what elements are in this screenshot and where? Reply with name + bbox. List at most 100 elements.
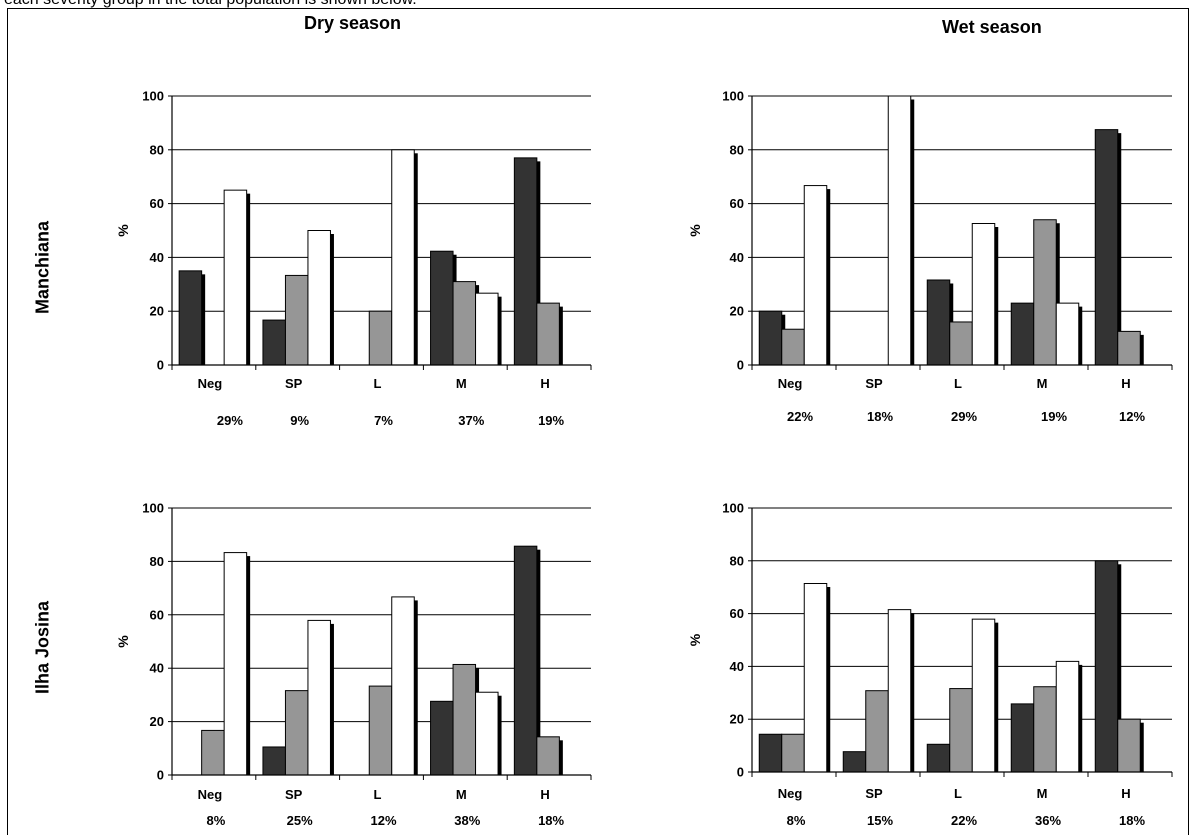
y-tick-label: 0 (157, 768, 164, 783)
bar-neg-series-1 (758, 310, 783, 366)
bar-l-series-1 (926, 279, 951, 366)
bar-sp-series-1 (262, 319, 286, 366)
bar-sp-series-2 (284, 274, 309, 366)
bar-h-series-2 (1117, 718, 1141, 773)
category-percent-label: 7% (374, 413, 393, 428)
bar-m-series-3 (1055, 302, 1080, 366)
x-tick-label: Neg (778, 786, 803, 801)
category-percent-label: 29% (951, 409, 977, 424)
category-percent-label: 19% (1041, 409, 1067, 424)
x-tick-label: Neg (198, 376, 223, 391)
x-tick-label: L (954, 786, 962, 801)
bar-neg-series-3 (223, 552, 248, 776)
category-percent-label: 37% (458, 413, 484, 428)
category-percent-label: 25% (287, 813, 313, 828)
y-tick-label: 100 (722, 501, 744, 516)
x-tick-label: L (954, 376, 962, 391)
bar-l-series-3 (971, 618, 996, 773)
bar-sp-series-3 (307, 230, 331, 366)
x-tick-label: M (1037, 786, 1048, 801)
category-percent-label: 8% (787, 813, 806, 828)
category-percent-label: 12% (1119, 409, 1145, 424)
x-tick-label: Neg (778, 376, 803, 391)
bar-h-series-1 (513, 157, 538, 366)
chart-panel-3: 0 20 40 60 80 100% Neg 8% SP 25% L 12% M 38% H 18% (115, 501, 592, 828)
bar-sp-series-1 (262, 746, 286, 776)
bar-neg-series-2 (781, 328, 805, 366)
y-axis-title: % (115, 224, 131, 237)
y-tick-label: 60 (150, 196, 164, 211)
bar-sp-series-2 (284, 690, 309, 776)
bar-sp-series-3 (307, 619, 331, 776)
bar-neg-series-3 (803, 185, 828, 366)
bar-neg-series-2 (201, 729, 225, 776)
y-tick-label: 100 (142, 501, 164, 516)
bar-m-series-2 (452, 281, 477, 366)
bar-neg-series-2 (781, 733, 805, 773)
x-tick-label: M (1037, 376, 1048, 391)
bar-h-series-2 (1117, 330, 1141, 366)
bar-neg-series-1 (758, 733, 783, 773)
bar-h-series-1 (513, 545, 538, 776)
bar-m-series-1 (1010, 703, 1035, 773)
y-tick-label: 80 (150, 142, 164, 157)
x-tick-label: SP (285, 787, 303, 802)
bar-l-series-2 (368, 310, 393, 366)
figure-caption: each severity group in the total populat… (4, 0, 417, 9)
x-tick-label: SP (865, 376, 883, 391)
y-tick-label: 60 (730, 196, 744, 211)
y-tick-label: 40 (150, 661, 164, 676)
bar-sp-series-1 (842, 751, 867, 773)
y-tick-label: 80 (150, 554, 164, 569)
bar-sp-series-3 (887, 609, 912, 773)
category-percent-label: 9% (290, 413, 309, 428)
bar-l-series-2 (949, 321, 973, 366)
y-tick-label: 100 (142, 89, 164, 104)
y-tick-label: 0 (737, 358, 744, 373)
x-tick-label: M (456, 376, 467, 391)
bar-h-series-2 (536, 736, 560, 776)
bar-sp-series-2 (865, 690, 889, 773)
bar-l-series-1 (926, 743, 951, 773)
y-tick-label: 80 (730, 142, 744, 157)
bar-neg-series-1 (178, 270, 203, 366)
bar-m-series-2 (1033, 686, 1057, 773)
x-tick-label: H (540, 376, 549, 391)
x-tick-label: H (1121, 786, 1130, 801)
x-tick-label: H (540, 787, 549, 802)
x-tick-label: Neg (198, 787, 223, 802)
y-tick-label: 0 (737, 765, 744, 780)
bar-m-series-1 (1010, 302, 1035, 366)
bar-l-series-2 (368, 685, 393, 776)
x-tick-label: L (374, 787, 382, 802)
category-percent-label: 38% (454, 813, 480, 828)
y-tick-label: 40 (150, 250, 164, 265)
bar-m-series-3 (1055, 660, 1080, 773)
bar-sp-series-3 (887, 95, 912, 366)
y-tick-label: 20 (150, 714, 164, 729)
bar-h-series-1 (1094, 560, 1119, 773)
chart-panel-1: 0 20 40 60 80 100% Neg 29% SP 9% L 7% M 37% H 19% (115, 89, 592, 428)
x-tick-label: M (456, 787, 467, 802)
category-percent-label: 12% (370, 813, 396, 828)
bar-h-series-2 (536, 302, 560, 366)
bar-m-series-2 (1033, 219, 1057, 366)
y-tick-label: 80 (730, 553, 744, 568)
category-percent-label: 36% (1035, 813, 1061, 828)
y-axis-title: % (687, 633, 703, 646)
bar-m-series-2 (452, 663, 477, 776)
category-percent-label: 22% (787, 409, 813, 424)
category-percent-label: 18% (538, 813, 564, 828)
y-tick-label: 0 (157, 358, 164, 373)
bar-l-series-3 (391, 596, 415, 776)
title-wet-season: Wet season (942, 17, 1042, 37)
x-tick-label: SP (285, 376, 303, 391)
category-percent-label: 29% (217, 413, 243, 428)
y-axis-title: % (115, 635, 131, 648)
title-dry-season: Dry season (304, 13, 402, 33)
y-tick-label: 20 (150, 304, 164, 319)
y-tick-label: 60 (150, 607, 164, 622)
bar-m-series-1 (430, 700, 454, 776)
category-percent-label: 15% (867, 813, 893, 828)
